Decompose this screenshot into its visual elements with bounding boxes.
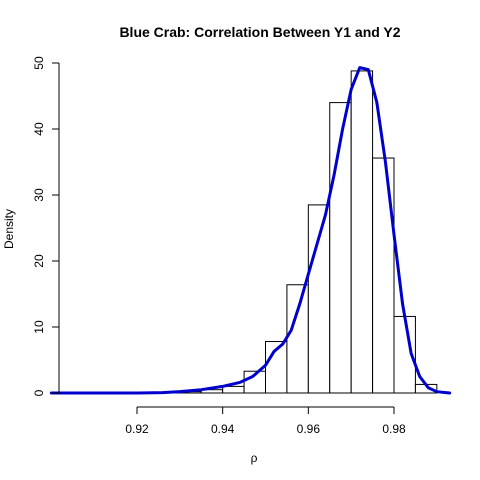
x-axis: 0.92 0.94 0.96 0.98 xyxy=(125,406,406,436)
x-tick-label-3: 0.98 xyxy=(382,422,406,436)
y-tick-label-4: 40 xyxy=(32,122,46,136)
y-axis: 0 10 20 30 40 50 xyxy=(32,56,60,396)
histogram-bar-6 xyxy=(286,284,309,394)
histogram-bar-10 xyxy=(372,157,395,394)
density-curve xyxy=(49,66,452,395)
x-tick-label-1: 0.94 xyxy=(211,422,235,436)
y-tick-label-2: 20 xyxy=(32,254,46,268)
x-tick-label-0: 0.92 xyxy=(125,422,149,436)
x-tick-label-2: 0.96 xyxy=(297,422,321,436)
histogram-bar-3 xyxy=(222,385,245,394)
y-tick-label-5: 50 xyxy=(32,56,46,70)
x-axis-label: ρ xyxy=(251,451,258,465)
histogram-bar-9 xyxy=(350,70,374,394)
histogram-bars xyxy=(157,70,438,394)
chart-title: Blue Crab: Correlation Between Y1 and Y2 xyxy=(119,24,400,40)
y-tick-label-3: 30 xyxy=(32,188,46,202)
y-axis-label: Density xyxy=(2,209,16,249)
y-tick-label-0: 0 xyxy=(32,389,46,396)
y-tick-label-1: 10 xyxy=(32,320,46,334)
